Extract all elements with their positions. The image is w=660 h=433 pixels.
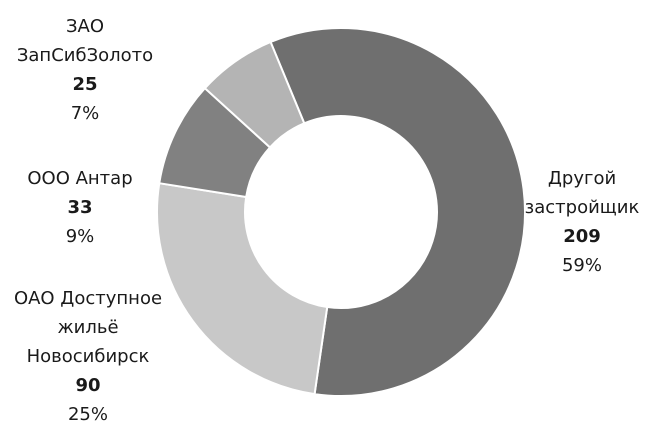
slice-1 bbox=[156, 182, 329, 396]
label-line: застройщик bbox=[524, 197, 640, 218]
label-line: Другой bbox=[547, 168, 617, 189]
label-line: жильё bbox=[57, 317, 119, 338]
label-other-developer: Другой застройщик 209 59% bbox=[512, 164, 652, 280]
label-line: ЗАО bbox=[65, 16, 105, 37]
label-percent: 9% bbox=[65, 226, 95, 247]
label-line: Новосибирск bbox=[26, 346, 150, 367]
label-antar: ООО Антар 33 9% bbox=[10, 164, 150, 251]
label-value: 209 bbox=[563, 226, 601, 247]
label-zapsibzoloto: ЗАО ЗапСибЗолото 25 7% bbox=[10, 12, 160, 128]
label-affordable-housing: ОАО Доступное жильё Новосибирск 90 25% bbox=[0, 284, 176, 429]
label-value: 33 bbox=[67, 197, 93, 218]
label-value: 90 bbox=[75, 375, 101, 396]
label-line: ООО Антар bbox=[27, 168, 133, 189]
label-percent: 7% bbox=[70, 103, 100, 124]
slice-0 bbox=[269, 27, 526, 397]
label-percent: 59% bbox=[561, 255, 602, 276]
label-line: ОАО Доступное bbox=[13, 288, 163, 309]
label-percent: 25% bbox=[67, 404, 108, 425]
label-value: 25 bbox=[72, 74, 98, 95]
slice-3 bbox=[203, 40, 306, 149]
label-line: ЗапСибЗолото bbox=[16, 45, 154, 66]
